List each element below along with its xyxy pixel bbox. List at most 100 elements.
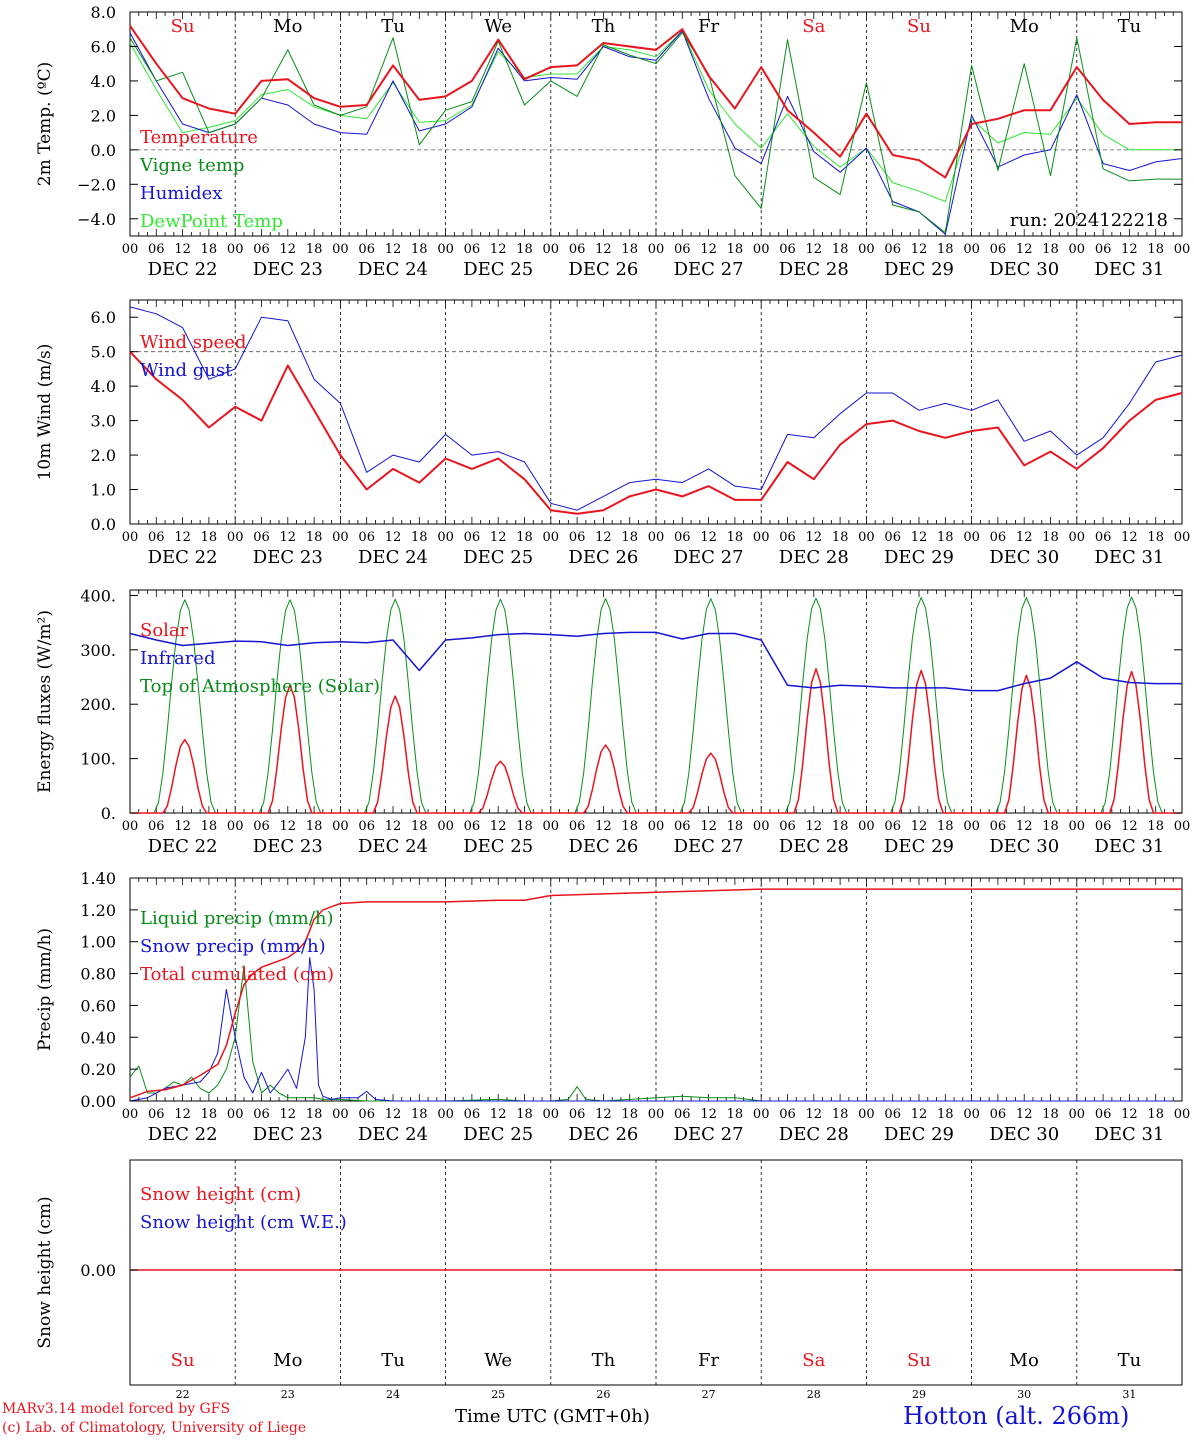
hour-tick-label: 06 xyxy=(464,819,481,834)
hour-tick-label: 06 xyxy=(779,530,796,545)
hour-tick-label: 12 xyxy=(280,530,297,545)
hour-tick-label: 00 xyxy=(122,242,139,257)
weekday-label: Fr xyxy=(698,1350,719,1371)
series-line-dewpoint-temp xyxy=(129,30,1182,202)
y-tick-label: 1.0 xyxy=(91,481,116,500)
y-axis-title: 2m Temp. (ºC) xyxy=(35,62,55,187)
weekday-label: Tu xyxy=(1118,16,1142,37)
hour-tick-label: 00 xyxy=(1174,819,1191,834)
hour-tick-label: 00 xyxy=(753,530,770,545)
date-label: DEC 30 xyxy=(989,836,1059,857)
y-tick-label: 1.20 xyxy=(80,901,116,920)
hour-tick-label: 06 xyxy=(884,242,901,257)
hour-tick-label: 12 xyxy=(385,242,402,257)
hour-tick-label: 00 xyxy=(858,819,875,834)
hour-tick-label: 06 xyxy=(990,819,1007,834)
date-label: DEC 25 xyxy=(463,836,533,857)
hour-tick-label: 12 xyxy=(911,1107,928,1122)
hour-tick-label: 18 xyxy=(306,530,323,545)
hour-tick-label: 06 xyxy=(148,530,165,545)
series-line-snow-precip xyxy=(129,957,1182,1102)
hour-tick-label: 00 xyxy=(437,242,454,257)
hour-tick-label: 18 xyxy=(727,819,744,834)
hour-tick-label: 12 xyxy=(700,1107,717,1122)
date-label: DEC 26 xyxy=(568,547,638,568)
weekday-label: Mo xyxy=(1010,16,1039,37)
y-tick-label: 300. xyxy=(80,641,116,660)
hour-tick-label: 06 xyxy=(569,242,586,257)
hour-tick-label: 00 xyxy=(543,1107,560,1122)
weekday-label: Su xyxy=(171,1350,195,1371)
hour-tick-label: 00 xyxy=(1069,530,1086,545)
hour-tick-label: 06 xyxy=(1095,530,1112,545)
hour-tick-label: 06 xyxy=(358,242,375,257)
date-label: DEC 31 xyxy=(1094,836,1164,857)
hour-tick-label: 00 xyxy=(227,242,244,257)
hour-tick-label: 12 xyxy=(490,242,507,257)
y-tick-label: 0.60 xyxy=(80,996,116,1015)
date-label: DEC 27 xyxy=(674,259,744,280)
hour-tick-label: 00 xyxy=(963,1107,980,1122)
hour-tick-label: 18 xyxy=(411,819,428,834)
y-tick-label: 2.0 xyxy=(91,446,116,465)
hour-tick-label: 12 xyxy=(911,242,928,257)
date-label: DEC 28 xyxy=(779,1124,849,1145)
hour-tick-label: 12 xyxy=(174,819,191,834)
hour-tick-label: 12 xyxy=(700,242,717,257)
hour-tick-label: 18 xyxy=(306,1107,323,1122)
hour-tick-label: 00 xyxy=(332,1107,349,1122)
hour-tick-label: 00 xyxy=(648,819,665,834)
y-axis-title: 10m Wind (m/s) xyxy=(35,344,55,481)
weekday-label: Fr xyxy=(698,16,719,37)
series-line-vigne-temp xyxy=(129,32,1182,234)
y-tick-label: 8.0 xyxy=(91,3,116,22)
hour-tick-label: 00 xyxy=(753,1107,770,1122)
date-label: DEC 31 xyxy=(1094,259,1164,280)
weekday-label: We xyxy=(484,16,512,37)
legend-snow-precip-mm-h-: Snow precip (mm/h) xyxy=(140,936,326,957)
date-label: DEC 22 xyxy=(148,1124,218,1145)
date-label: DEC 27 xyxy=(674,836,744,857)
hour-tick-label: 00 xyxy=(753,242,770,257)
y-tick-label: 0.40 xyxy=(80,1028,116,1047)
legend-top-of-atmosphere-solar-: Top of Atmosphere (Solar) xyxy=(140,676,380,697)
day-number-label: 27 xyxy=(702,1388,716,1401)
date-label: DEC 29 xyxy=(884,547,954,568)
day-number-label: 30 xyxy=(1017,1388,1031,1401)
hour-tick-label: 18 xyxy=(1147,819,1164,834)
legend-snow-height-cm-: Snow height (cm) xyxy=(140,1184,301,1205)
date-label: DEC 24 xyxy=(358,259,428,280)
y-tick-label: 0.20 xyxy=(80,1060,116,1079)
day-number-label: 24 xyxy=(386,1388,400,1401)
hour-tick-label: 00 xyxy=(963,530,980,545)
hour-tick-label: 18 xyxy=(1147,530,1164,545)
date-label: DEC 24 xyxy=(358,547,428,568)
weekday-label: Su xyxy=(907,16,931,37)
date-label: DEC 28 xyxy=(779,259,849,280)
hour-tick-label: 18 xyxy=(516,242,533,257)
hour-tick-label: 18 xyxy=(516,819,533,834)
hour-tick-label: 12 xyxy=(595,530,612,545)
hour-tick-label: 12 xyxy=(1121,242,1138,257)
y-tick-label: 0.0 xyxy=(91,141,116,160)
y-tick-label: 0.00 xyxy=(80,1092,116,1111)
station-name: Hotton (alt. 266m) xyxy=(903,1402,1130,1430)
hour-tick-label: 00 xyxy=(437,1107,454,1122)
hour-tick-label: 00 xyxy=(858,1107,875,1122)
y-tick-label: 200. xyxy=(80,695,116,714)
y-tick-label: 0.00 xyxy=(80,1261,116,1280)
hour-tick-label: 12 xyxy=(595,242,612,257)
date-label: DEC 30 xyxy=(989,1124,1059,1145)
date-label: DEC 31 xyxy=(1094,1124,1164,1145)
date-label: DEC 29 xyxy=(884,259,954,280)
series-line-solar xyxy=(130,668,1182,814)
hour-tick-label: 06 xyxy=(253,242,270,257)
model-credit-line2: (c) Lab. of Climatology, University of L… xyxy=(2,1420,307,1436)
hour-tick-label: 18 xyxy=(1042,242,1059,257)
hour-tick-label: 12 xyxy=(490,530,507,545)
hour-tick-label: 00 xyxy=(543,242,560,257)
hour-tick-label: 00 xyxy=(122,819,139,834)
hour-tick-label: 12 xyxy=(280,819,297,834)
hour-tick-label: 06 xyxy=(464,1107,481,1122)
date-label: DEC 30 xyxy=(989,547,1059,568)
